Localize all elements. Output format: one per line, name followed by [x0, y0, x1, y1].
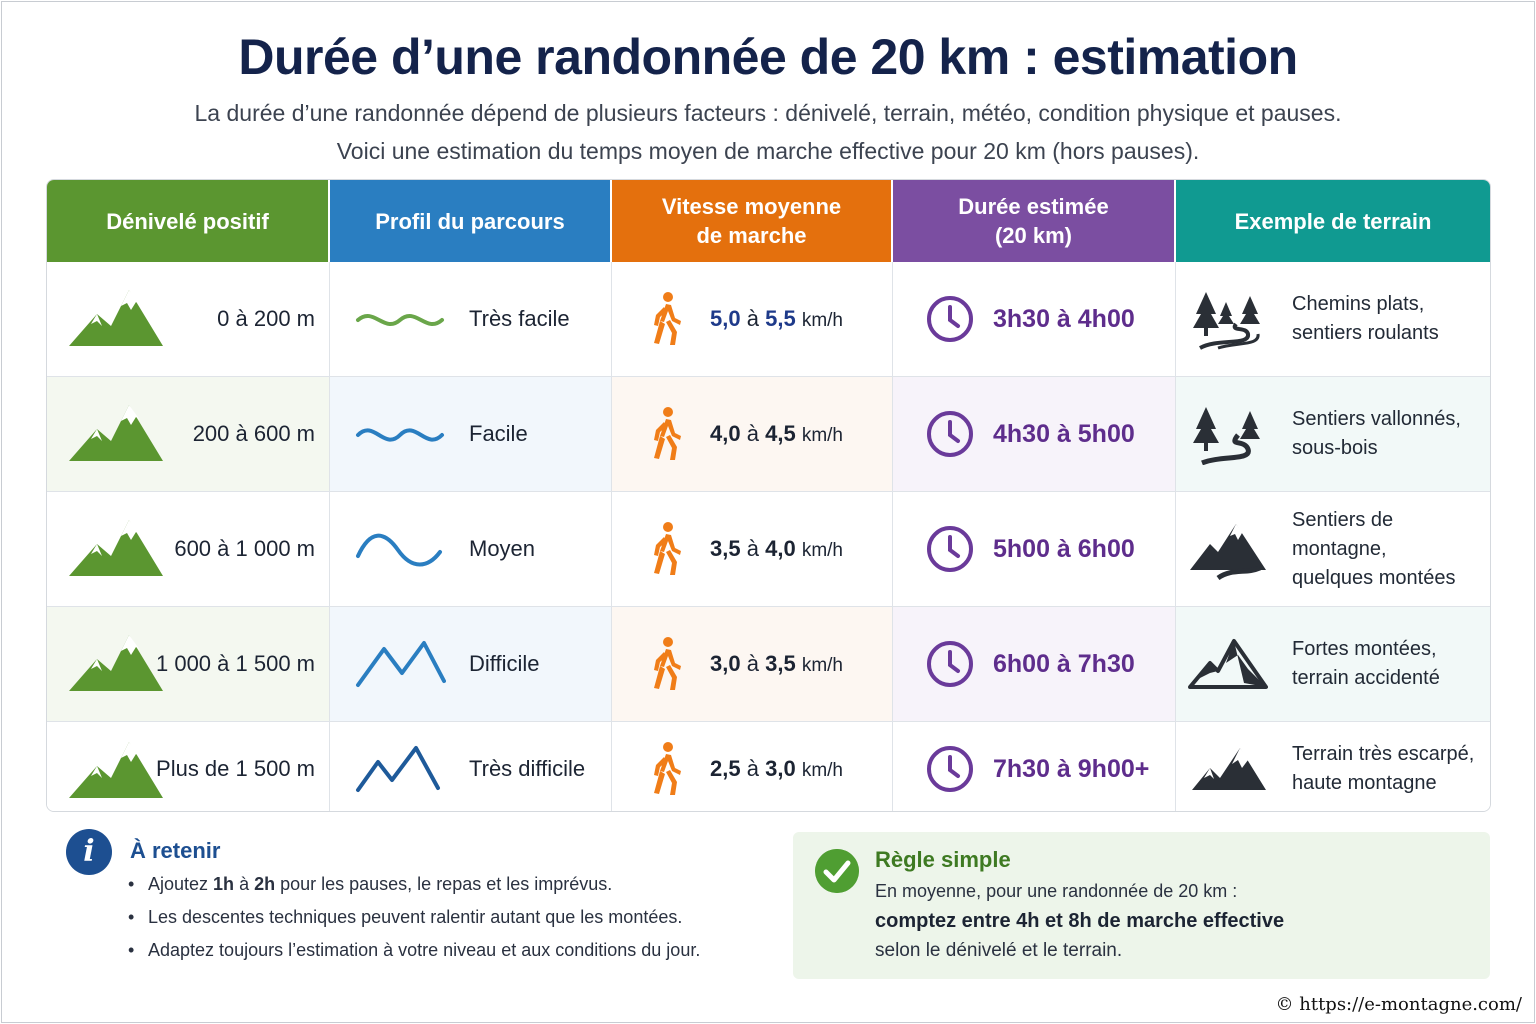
mountain-icon — [69, 742, 163, 798]
difficulty-label: Très facile — [469, 306, 570, 331]
duration-value: 5h00 à 6h00 — [993, 534, 1135, 563]
header-elevation: Dénivelé positif — [47, 180, 330, 262]
rule-line-2: comptez entre 4h et 8h de marche effecti… — [875, 910, 1285, 932]
table-row: 0 à 200 m Très facile 5,0 à 5,5 km/h — [47, 262, 1490, 377]
header-speed: Vitesse moyenne de marche — [612, 180, 893, 262]
mountain-icon — [69, 520, 163, 576]
hiker-icon — [654, 742, 681, 795]
speed-value: 4,0 à 4,5 km/h — [710, 421, 843, 446]
table-row: Plus de 1 500 m Très difficile 2,5 à 3,0… — [47, 722, 1490, 811]
source-credit: © https://e-montagne.com/ — [1275, 994, 1522, 1015]
mountain-icon — [69, 290, 163, 346]
speed-value: 3,0 à 3,5 km/h — [710, 651, 843, 676]
elevation-value: 1 000 à 1 500 m — [155, 651, 315, 676]
forest-path-icon — [1193, 292, 1260, 350]
clock-icon — [927, 526, 973, 572]
terrain-description: Sentiers de montagne, quelques montées — [1292, 508, 1456, 589]
hiker-icon — [654, 292, 681, 345]
list-item: Les descentes techniques peuvent ralenti… — [128, 907, 700, 940]
difficulty-label: Difficile — [469, 651, 540, 676]
difficulty-label: Très difficile — [469, 756, 586, 781]
hiker-icon — [654, 637, 681, 690]
terrain-description: Chemins plats, sentiers roulants — [1292, 293, 1439, 344]
retenir-title: À retenir — [130, 838, 221, 863]
mountain-range-icon — [1192, 748, 1266, 790]
profile-wave-icon — [356, 641, 446, 687]
table-header: Dénivelé positif Profil du parcours Vite… — [47, 180, 1490, 262]
duration-value: 4h30 à 5h00 — [993, 419, 1135, 448]
mountain-range-icon — [1188, 639, 1268, 689]
duration-value: 7h30 à 9h00+ — [993, 754, 1150, 783]
info-icon: i — [66, 829, 112, 875]
header-terrain: Exemple de terrain — [1176, 180, 1490, 262]
intro-line-2: Voici une estimation du temps moyen de m… — [336, 138, 1200, 164]
clock-icon — [927, 411, 973, 457]
duration-value: 6h00 à 7h30 — [993, 649, 1135, 678]
table-row: 600 à 1 000 m Moyen 3,5 à 4,0 km/h — [47, 492, 1490, 607]
profile-wave-icon — [356, 746, 440, 792]
hiker-icon — [654, 407, 681, 460]
mountain-icon — [69, 635, 163, 691]
table-row: 200 à 600 m Facile 4,0 à 4,5 km/h — [47, 377, 1490, 492]
mountain-icon — [69, 405, 163, 461]
speed-value: 5,0 à 5,5 km/h — [710, 306, 843, 331]
clock-icon — [927, 641, 973, 687]
profile-wave-icon — [356, 428, 444, 442]
intro-line-1: La durée d’une randonnée dépend de plusi… — [194, 100, 1342, 126]
elevation-value: 600 à 1 000 m — [174, 536, 315, 561]
rule-line-3: selon le dénivelé et le terrain. — [875, 940, 1123, 961]
difficulty-label: Facile — [469, 421, 528, 446]
check-circle-icon — [815, 849, 859, 893]
rule-title: Règle simple — [875, 847, 1011, 872]
table-body: 0 à 200 m Très facile 5,0 à 5,5 km/h — [47, 262, 1490, 811]
difficulty-label: Moyen — [469, 536, 536, 561]
terrain-description: Sentiers vallonnés, sous-bois — [1292, 408, 1461, 459]
clock-icon — [927, 296, 973, 342]
header-duration: Durée estimée (20 km) — [893, 180, 1176, 262]
hiker-icon — [654, 522, 681, 575]
list-item: Ajoutez 1h à 2h pour les pauses, le repa… — [128, 874, 700, 907]
terrain-description: Terrain très escarpé, haute montagne — [1292, 743, 1475, 794]
profile-wave-icon — [356, 313, 444, 327]
page-title: Durée d’une randonnée de 20 km : estimat… — [238, 29, 1298, 85]
retenir-list: Ajoutez 1h à 2h pour les pauses, le repa… — [128, 874, 700, 973]
rule-box: Règle simple En moyenne, pour une randon… — [793, 832, 1490, 979]
rule-line-1: En moyenne, pour une randonnée de 20 km … — [875, 881, 1238, 901]
elevation-value: 200 à 600 m — [192, 421, 315, 446]
clock-icon — [927, 746, 973, 792]
header-profile: Profil du parcours — [330, 180, 612, 262]
duration-table: Dénivelé positif Profil du parcours Vite… — [46, 179, 1491, 812]
table-row: 1 000 à 1 500 m Difficile 3,0 à 3,5 km/h — [47, 607, 1490, 722]
duration-value: 3h30 à 4h00 — [993, 304, 1135, 333]
elevation-value: Plus de 1 500 m — [156, 756, 315, 781]
profile-wave-icon — [356, 533, 442, 567]
list-item: Adaptez toujours l’estimation à votre ni… — [128, 940, 700, 973]
terrain-description: Fortes montées, terrain accidenté — [1292, 638, 1440, 689]
speed-value: 3,5 à 4,0 km/h — [710, 536, 843, 561]
elevation-value: 0 à 200 m — [217, 306, 315, 331]
mountain-range-icon — [1190, 524, 1266, 580]
speed-value: 2,5 à 3,0 km/h — [710, 756, 843, 781]
forest-path-icon — [1193, 407, 1260, 465]
